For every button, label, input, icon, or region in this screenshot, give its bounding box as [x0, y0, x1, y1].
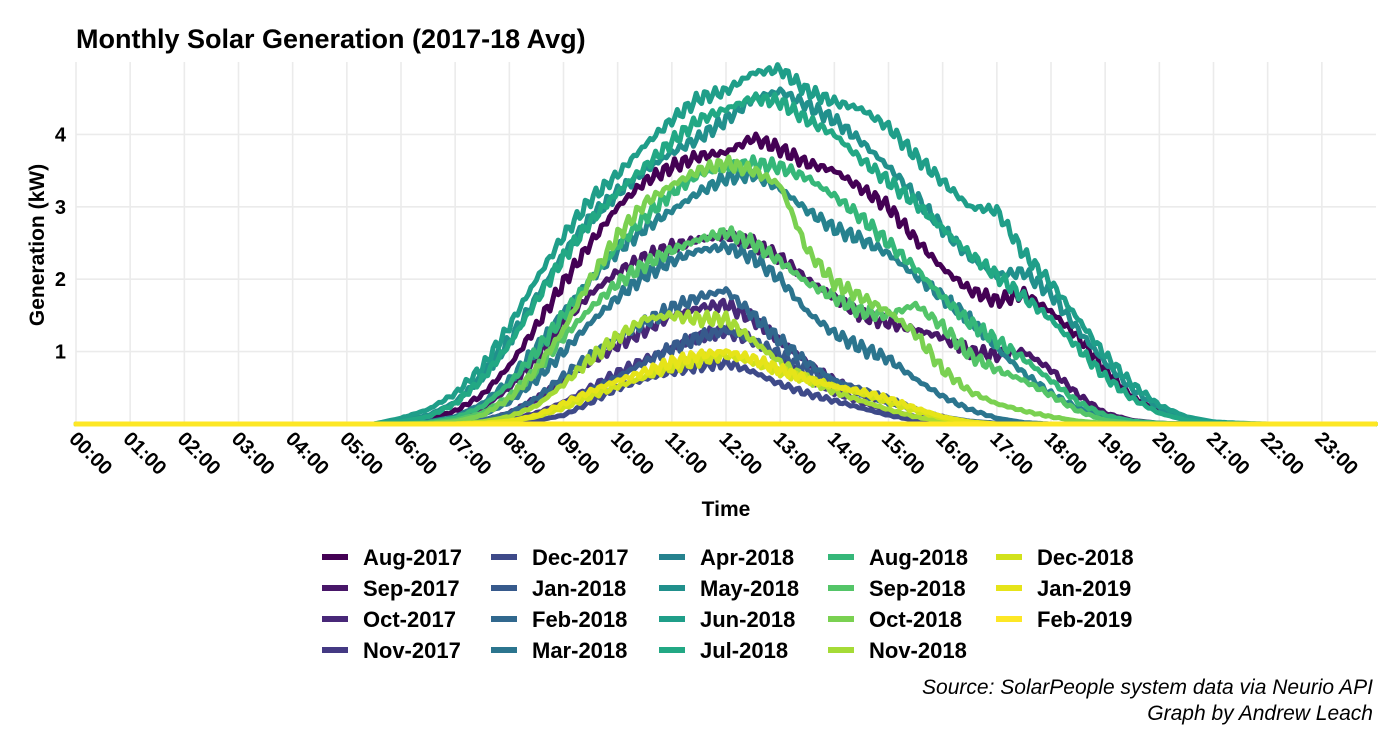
x-tick-label: 00:00	[64, 428, 116, 480]
x-tick-label: 15:00	[877, 428, 929, 480]
legend-item: Dec-2018	[996, 545, 1134, 570]
x-tick-label: 02:00	[173, 428, 225, 480]
y-tick-label: 2	[55, 269, 66, 291]
legend-item: Jan-2019	[996, 576, 1131, 601]
legend-label: Jul-2018	[700, 638, 788, 663]
x-tick-label: 20:00	[1148, 428, 1200, 480]
x-tick-label: 23:00	[1310, 428, 1362, 480]
x-tick-label: 04:00	[281, 428, 333, 480]
legend-label: Jun-2018	[700, 607, 795, 632]
legend-label: Mar-2018	[532, 638, 627, 663]
legend-item: Feb-2019	[996, 607, 1132, 632]
y-axis-title: Generation (kW)	[26, 164, 49, 326]
legend-label: Feb-2019	[1037, 607, 1132, 632]
legend-item: Oct-2018	[828, 607, 962, 632]
caption-credit: Graph by Andrew Leach	[1147, 702, 1373, 725]
x-tick-label: 08:00	[498, 428, 550, 480]
legend-label: Jan-2018	[532, 576, 626, 601]
legend-label: Oct-2018	[869, 607, 962, 632]
x-tick-label: 12:00	[714, 428, 766, 480]
legend-item: Apr-2018	[659, 545, 794, 570]
legend-item: Dec-2017	[491, 545, 629, 570]
legend-item: Jun-2018	[659, 607, 795, 632]
legend-label: Oct-2017	[363, 607, 456, 632]
x-tick-label: 07:00	[444, 428, 496, 480]
x-tick-label: 06:00	[389, 428, 441, 480]
series-lines	[73, 62, 1378, 427]
legend-item: Jul-2018	[659, 638, 788, 663]
legend-label: Feb-2018	[532, 607, 627, 632]
caption-source: Source: SolarPeople system data via Neur…	[922, 676, 1373, 699]
legend-item: May-2018	[659, 576, 799, 601]
x-axis-ticks: 00:00 01:00 02:00 03:00 04:00 05:00 06:00 07:00…	[64, 428, 1362, 480]
legend-label: Dec-2018	[1037, 545, 1134, 570]
x-tick-label: 19:00	[1094, 428, 1146, 480]
legend-label: Apr-2018	[700, 545, 794, 570]
x-tick-label: 11:00	[660, 428, 711, 479]
legend-item: Aug-2017	[322, 545, 462, 570]
y-axis-ticks: 1 2 3 4	[55, 124, 67, 363]
x-axis-title: Time	[702, 498, 751, 521]
x-tick-label: 21:00	[1202, 428, 1254, 480]
y-tick-label: 3	[55, 197, 66, 219]
legend-label: Nov-2018	[869, 638, 967, 663]
x-tick-label: 10:00	[606, 428, 658, 480]
x-tick-label: 14:00	[823, 428, 875, 480]
legend-item: Nov-2017	[322, 638, 461, 663]
y-tick-label: 4	[55, 124, 67, 146]
legend-item: Sep-2017	[322, 576, 460, 601]
x-tick-label: 03:00	[227, 428, 279, 480]
x-tick-label: 01:00	[119, 428, 171, 480]
legend-label: Sep-2017	[363, 576, 460, 601]
legend-label: Aug-2017	[363, 545, 462, 570]
legend-label: May-2018	[700, 576, 799, 601]
y-tick-label: 1	[55, 342, 66, 364]
legend-item: Sep-2018	[828, 576, 966, 601]
legend-item: Aug-2018	[828, 545, 968, 570]
legend-item: Oct-2017	[322, 607, 456, 632]
x-tick-label: 16:00	[931, 428, 983, 480]
chart-title: Monthly Solar Generation (2017-18 Avg)	[76, 24, 586, 54]
legend-label: Aug-2018	[869, 545, 968, 570]
x-tick-label: 18:00	[1039, 428, 1091, 480]
legend-item: Feb-2018	[491, 607, 627, 632]
x-tick-label: 22:00	[1256, 428, 1308, 480]
x-tick-label: 09:00	[552, 428, 604, 480]
legend: Aug-2017 Sep-2017 Oct-2017 Nov-2017 Dec-2017…	[322, 545, 1134, 663]
x-tick-label: 05:00	[335, 428, 387, 480]
legend-item: Mar-2018	[491, 638, 627, 663]
legend-label: Nov-2017	[363, 638, 461, 663]
x-tick-label: 13:00	[769, 428, 821, 480]
x-tick-label: 17:00	[985, 428, 1037, 480]
legend-label: Sep-2018	[869, 576, 966, 601]
series-line-jun-2018	[73, 62, 1378, 427]
legend-label: Dec-2017	[532, 545, 629, 570]
legend-item: Nov-2018	[828, 638, 967, 663]
legend-item: Jan-2018	[491, 576, 626, 601]
legend-label: Jan-2019	[1037, 576, 1131, 601]
